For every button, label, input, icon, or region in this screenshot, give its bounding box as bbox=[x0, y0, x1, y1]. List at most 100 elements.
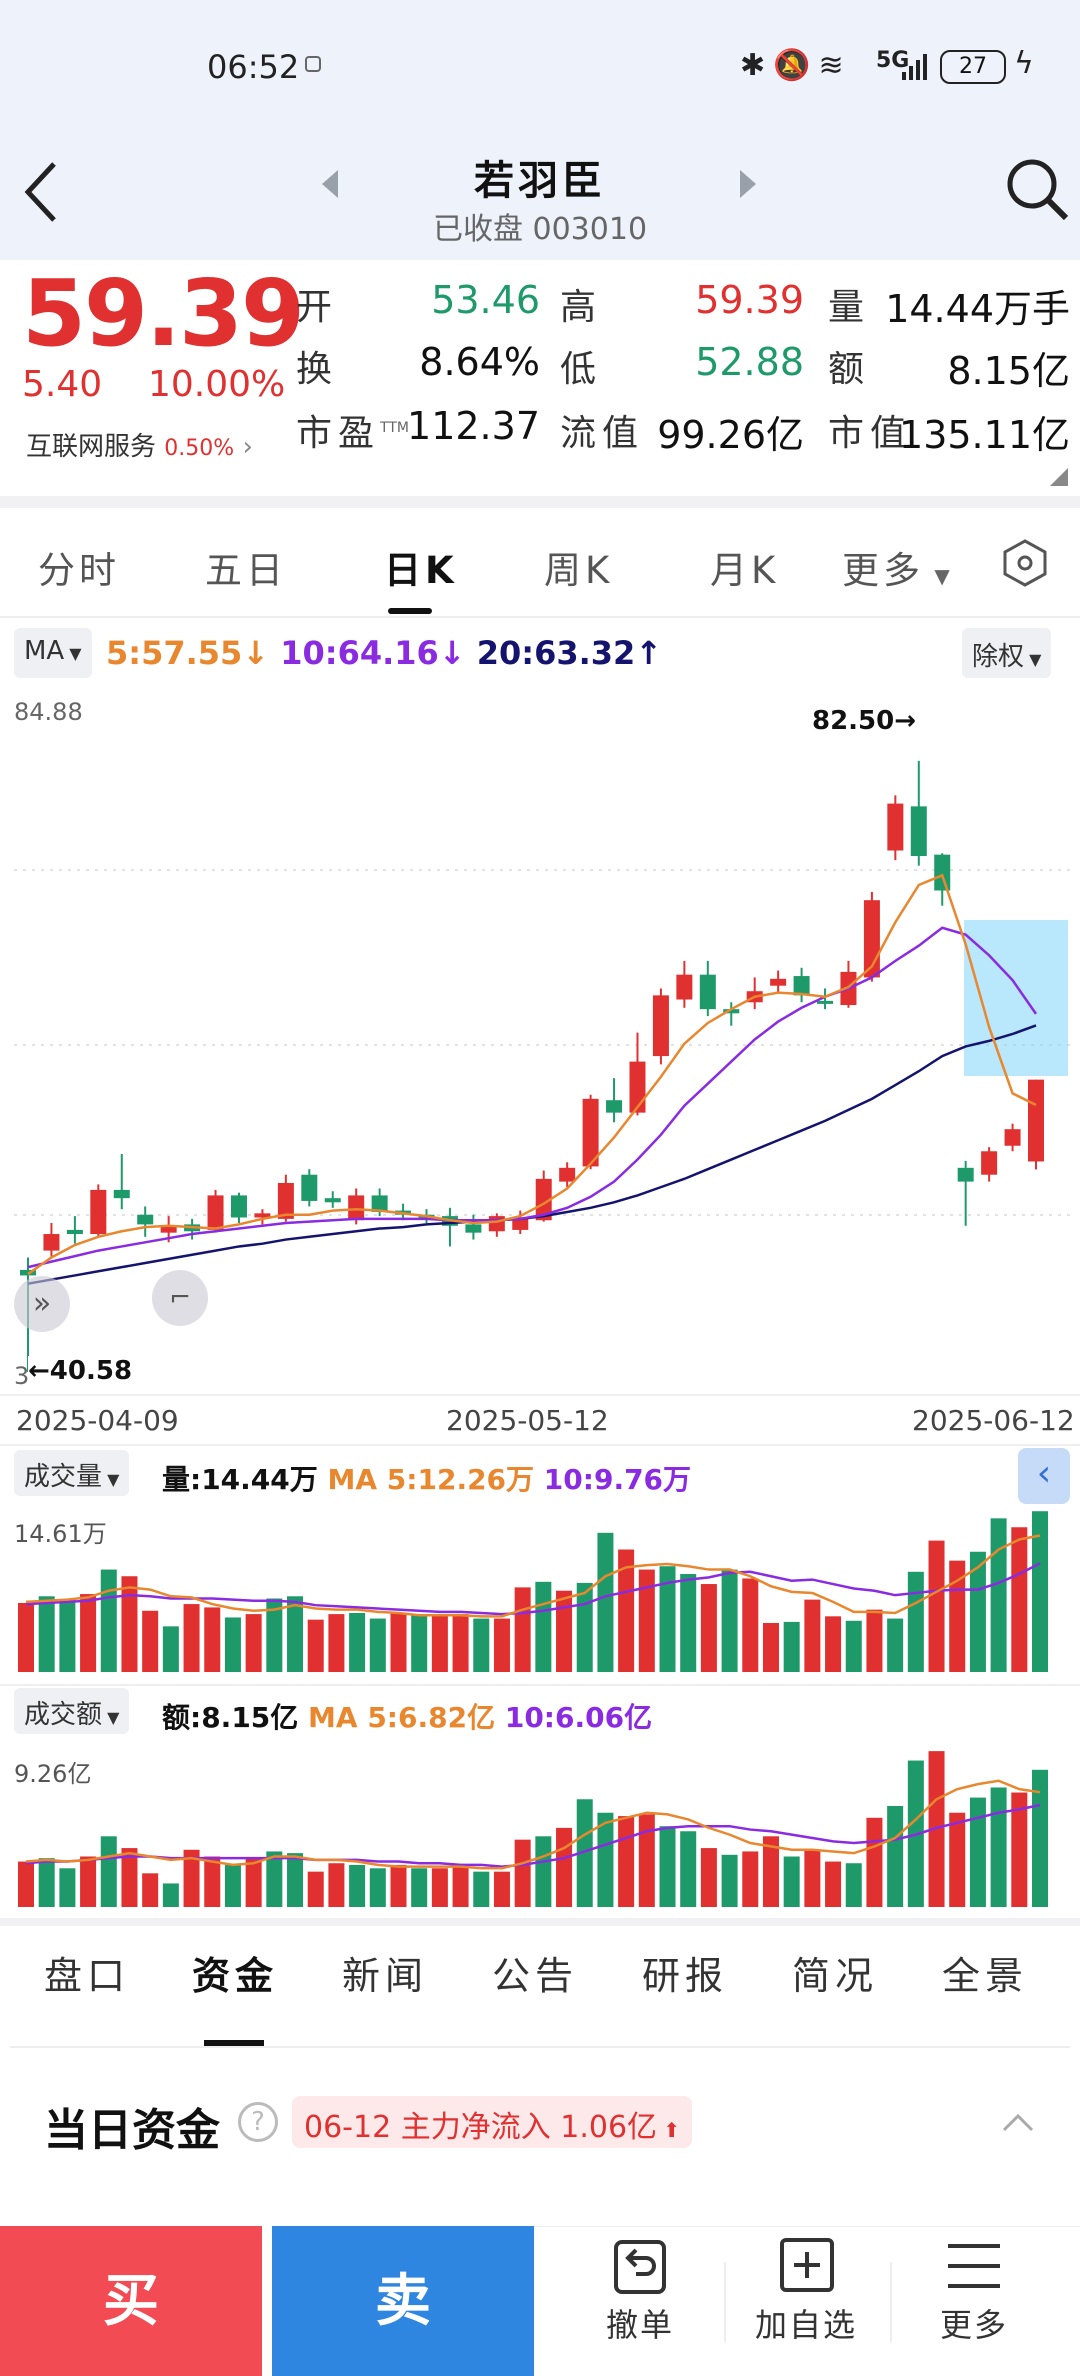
volume-bar bbox=[100, 1569, 117, 1672]
funds-badge-text: 06-12 主力净流入 1.06亿 bbox=[304, 2110, 658, 2145]
volume-bar bbox=[969, 1797, 986, 1907]
amount-values: 额:8.15亿 MA 5:6.82亿 10:6.06亿 bbox=[162, 1696, 652, 1736]
tab-zhouk[interactable]: 周K bbox=[544, 549, 614, 592]
signal-icon bbox=[902, 54, 927, 80]
quote-field-label: 流值 bbox=[560, 413, 645, 454]
volume-bar bbox=[18, 1602, 34, 1672]
kline-chart[interactable] bbox=[0, 690, 1080, 1390]
expand-corner-icon[interactable] bbox=[1050, 468, 1068, 486]
volume-bar bbox=[887, 1618, 904, 1672]
price-change: 5.40 bbox=[22, 364, 103, 405]
volume-bar bbox=[266, 1851, 283, 1907]
caret-down-icon: ▼ bbox=[64, 644, 82, 663]
candle-body bbox=[160, 1225, 177, 1233]
volume-bar bbox=[349, 1864, 366, 1907]
ma-selector-button[interactable]: MA ▼ bbox=[14, 628, 92, 678]
prev-stock-icon[interactable] bbox=[320, 168, 340, 200]
volume-bar bbox=[328, 1614, 345, 1672]
status-time: 06:52 bbox=[207, 48, 300, 86]
tab-pankou[interactable]: 盘口 bbox=[44, 1954, 131, 1998]
volume-bar bbox=[142, 1873, 159, 1907]
sell-button[interactable]: 卖 bbox=[272, 2226, 534, 2376]
volume-bar bbox=[866, 1817, 883, 1907]
tab-wuri[interactable]: 五日 bbox=[205, 549, 287, 592]
volume-bar bbox=[783, 1621, 800, 1672]
back-icon[interactable] bbox=[22, 160, 62, 224]
bottom-toolbar bbox=[534, 2226, 1080, 2376]
next-stock-icon[interactable] bbox=[738, 168, 758, 200]
candle-body bbox=[535, 1178, 552, 1221]
candle-body bbox=[910, 806, 927, 857]
quote-field-label: 开 bbox=[296, 287, 339, 328]
add-watchlist-button[interactable]: 加自选 bbox=[746, 2236, 866, 2346]
notification-icon bbox=[305, 56, 321, 72]
more-label: 更多 bbox=[939, 2306, 1008, 2344]
settings-hexagon-icon[interactable] bbox=[1000, 538, 1050, 588]
help-icon[interactable]: ? bbox=[238, 2102, 278, 2142]
collapse-panel-icon[interactable]: ‹ bbox=[1018, 1448, 1070, 1504]
tab-rik[interactable]: 日K bbox=[384, 549, 458, 592]
volume-bar bbox=[431, 1616, 448, 1672]
candle-body bbox=[629, 1061, 646, 1113]
volume-bar bbox=[204, 1856, 221, 1907]
candle-body bbox=[1028, 1079, 1044, 1162]
volume-bar bbox=[928, 1540, 945, 1672]
divider bbox=[890, 2262, 892, 2342]
volume-bar bbox=[969, 1551, 986, 1672]
tab-fenshi[interactable]: 分时 bbox=[38, 549, 120, 592]
quote-field-label: 额 bbox=[828, 349, 871, 390]
volume-chart[interactable] bbox=[0, 1500, 1080, 1680]
quote-field-value: 112.37 bbox=[407, 404, 540, 448]
adjust-button-label: 除权 bbox=[972, 642, 1025, 672]
tab-yanbao[interactable]: 研报 bbox=[642, 1954, 729, 1998]
candle-body bbox=[957, 1167, 974, 1182]
candle-body bbox=[277, 1182, 294, 1219]
amount-button-label: 成交额 bbox=[24, 1700, 103, 1730]
volume-bar bbox=[887, 1805, 904, 1907]
undo-icon bbox=[614, 2240, 666, 2294]
amount-selector-button[interactable]: 成交额 ▼ bbox=[14, 1688, 130, 1734]
search-icon[interactable] bbox=[1004, 156, 1070, 222]
tab-xinwen[interactable]: 新闻 bbox=[342, 1954, 429, 1998]
cancel-order-button[interactable]: 撤单 bbox=[590, 2236, 690, 2346]
volume-bar bbox=[1032, 1769, 1048, 1907]
candle-body bbox=[981, 1151, 998, 1175]
volume-bar bbox=[121, 1848, 138, 1907]
bar-ma5-line bbox=[25, 1779, 1041, 1870]
x-label-end: 2025-06-12 bbox=[912, 1404, 1075, 1437]
volume-bar bbox=[990, 1518, 1007, 1672]
adjust-button[interactable]: 除权 ▼ bbox=[962, 628, 1052, 678]
tab-zijin[interactable]: 资金 bbox=[192, 1954, 279, 1998]
volume-bar bbox=[597, 1812, 614, 1907]
tab-gonggao[interactable]: 公告 bbox=[492, 1954, 579, 1998]
tab-jiankuang[interactable]: 简况 bbox=[792, 1954, 879, 1998]
double-chevron-icon[interactable]: » bbox=[14, 1276, 70, 1332]
quote-field-value: 14.44万手 bbox=[885, 287, 1070, 331]
volume-bar bbox=[742, 1851, 759, 1907]
chevron-up-icon[interactable] bbox=[1002, 2112, 1034, 2132]
more-button[interactable]: 更多 bbox=[924, 2236, 1024, 2346]
tab-yuek[interactable]: 月K bbox=[710, 549, 780, 592]
volume-selector-button[interactable]: 成交量 ▼ bbox=[14, 1450, 130, 1496]
tab-quanjing[interactable]: 全景 bbox=[942, 1954, 1029, 1998]
buy-button[interactable]: 买 bbox=[0, 2226, 262, 2376]
volume-bar bbox=[18, 1861, 34, 1907]
ma10-line bbox=[27, 926, 1038, 1269]
volume-bar bbox=[452, 1614, 469, 1672]
divider bbox=[0, 1394, 1080, 1396]
volume-bar bbox=[369, 1618, 386, 1672]
candle-body bbox=[254, 1213, 271, 1218]
volume-bar bbox=[597, 1532, 614, 1672]
volume-bar bbox=[204, 1607, 221, 1672]
add-watchlist-label: 加自选 bbox=[754, 2306, 857, 2344]
amount-chart[interactable] bbox=[0, 1740, 1080, 1915]
industry-link[interactable]: 互联网服务 0.50% › bbox=[26, 426, 253, 463]
divider bbox=[10, 2046, 1070, 2048]
volume-bar bbox=[80, 1594, 97, 1672]
volume-bar bbox=[825, 1616, 842, 1672]
tab-more[interactable]: 更多 ▼ bbox=[842, 540, 954, 594]
fullscreen-icon[interactable]: ⌐ bbox=[152, 1270, 208, 1326]
quote-field-label: 市盈TTM bbox=[296, 413, 409, 454]
amount-ma5: MA 5:6.82亿 bbox=[308, 1701, 496, 1734]
volume-bar bbox=[825, 1861, 842, 1907]
